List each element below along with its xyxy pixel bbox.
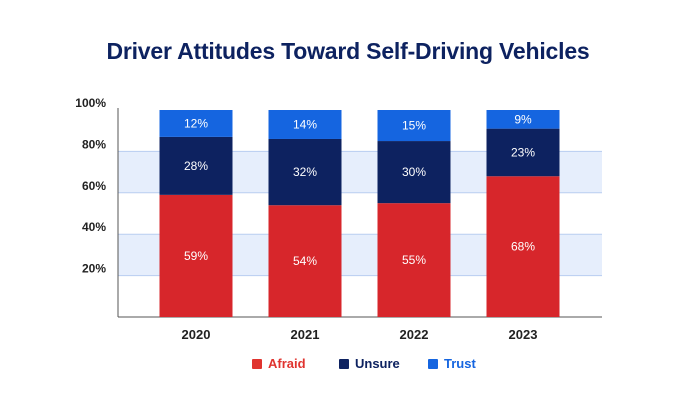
bar-afraid-2023: [486, 176, 560, 317]
data-label: 9%: [514, 112, 532, 126]
legend-label-afraid: Afraid: [268, 356, 306, 371]
data-label: 30%: [402, 165, 426, 179]
legend-label-unsure: Unsure: [355, 356, 400, 371]
y-tick-label: 20%: [82, 262, 106, 276]
legend-swatch-afraid: [252, 359, 262, 369]
y-tick-label: 100%: [75, 96, 106, 110]
bar-unsure-2020: [159, 136, 233, 195]
bar-unsure-2023: [486, 128, 560, 177]
data-label: 59%: [184, 249, 208, 263]
data-label: 14%: [293, 117, 317, 131]
data-label: 28%: [184, 159, 208, 173]
data-label: 32%: [293, 165, 317, 179]
chart-title: Driver Attitudes Toward Self-Driving Veh…: [106, 38, 590, 64]
bar-afraid-2021: [268, 205, 342, 317]
data-label: 12%: [184, 116, 208, 130]
x-tick-label: 2020: [182, 327, 211, 342]
bar-afraid-2020: [159, 194, 233, 317]
y-tick-label: 80%: [82, 137, 106, 151]
legend-label-trust: Trust: [444, 356, 476, 371]
data-label: 55%: [402, 253, 426, 267]
data-label: 54%: [293, 254, 317, 268]
data-label: 68%: [511, 240, 535, 254]
bar-afraid-2022: [377, 203, 451, 317]
data-label: 15%: [402, 119, 426, 133]
x-tick-label: 2021: [291, 327, 320, 342]
x-tick-label: 2023: [509, 327, 538, 342]
bar-trust-2020: [159, 110, 233, 137]
bar-trust-2022: [377, 110, 451, 142]
bar-unsure-2021: [268, 138, 342, 206]
legend-swatch-unsure: [339, 359, 349, 369]
y-tick-label: 40%: [82, 220, 106, 234]
legend-swatch-trust: [428, 359, 438, 369]
bar-trust-2021: [268, 110, 342, 139]
x-tick-label: 2022: [400, 327, 429, 342]
data-label: 23%: [511, 145, 535, 159]
bar-trust-2023: [486, 110, 560, 129]
bar-unsure-2022: [377, 141, 451, 204]
y-tick-label: 60%: [82, 179, 106, 193]
